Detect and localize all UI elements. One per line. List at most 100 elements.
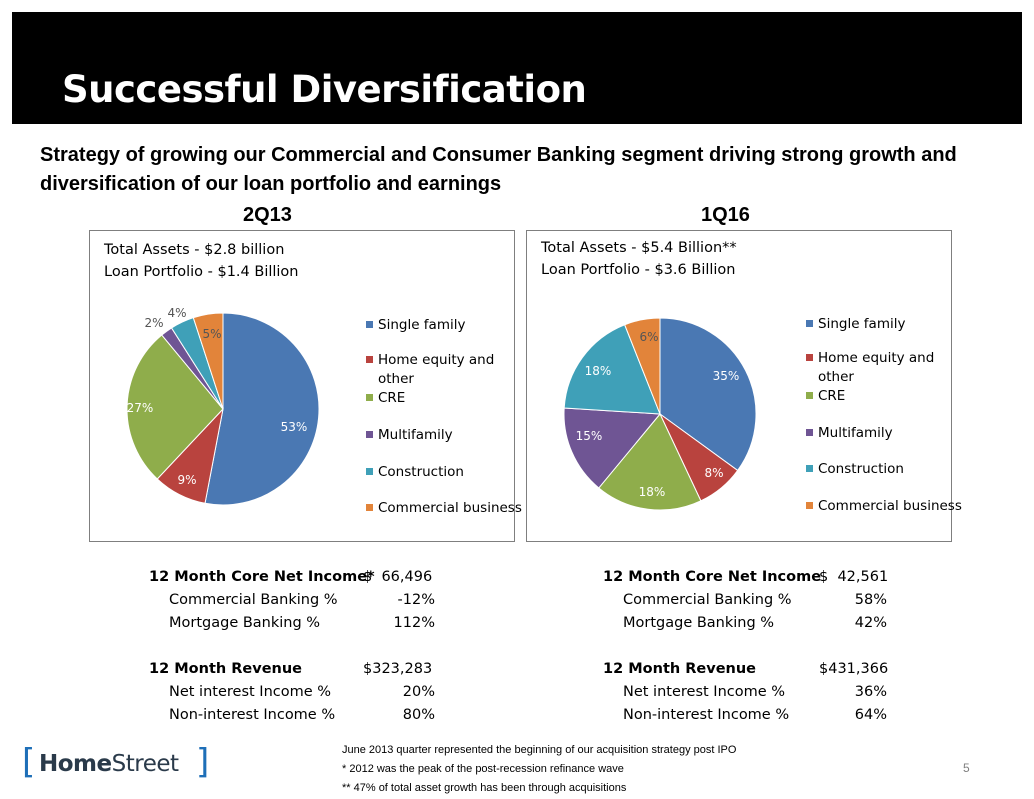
metric-row: 12 Month Core Net Income* $ 66,496 bbox=[149, 566, 439, 589]
pie-slice-single-family bbox=[659, 317, 757, 472]
legend-item: Construction bbox=[806, 460, 968, 479]
metric-value: $ 42,561 bbox=[819, 569, 889, 585]
metric-value: $323,283 bbox=[363, 661, 433, 677]
pie-slice-commercial-business bbox=[192, 312, 224, 410]
slice-data-label: 35% bbox=[713, 369, 740, 383]
legend-label: CRE bbox=[378, 390, 406, 406]
metric-label: Non-interest Income % bbox=[169, 707, 336, 723]
period-label-right: 1Q16 bbox=[701, 204, 750, 226]
pie-slice-construction bbox=[563, 324, 661, 415]
slice-data-label: 5% bbox=[202, 327, 221, 341]
legend-swatch bbox=[806, 502, 813, 509]
legend-item: Construction bbox=[366, 463, 528, 482]
legend-label: Construction bbox=[378, 464, 464, 480]
subtitle: Strategy of growing our Commercial and C… bbox=[40, 144, 957, 195]
metric-row: Mortgage Banking % 42% bbox=[603, 612, 893, 635]
legend-label: CRE bbox=[818, 388, 846, 404]
metric-label: Non-interest Income % bbox=[623, 707, 790, 723]
legend-swatch bbox=[806, 320, 813, 327]
metric-row: Commercial Banking % -12% bbox=[149, 589, 439, 612]
metric-label: Mortgage Banking % bbox=[169, 615, 321, 631]
metric-label: Mortgage Banking % bbox=[623, 615, 775, 631]
slice-data-label: 2% bbox=[144, 316, 163, 330]
metric-label: Net interest Income % bbox=[623, 684, 786, 700]
pie-slice-cre bbox=[126, 334, 224, 480]
slice-data-label: 53% bbox=[281, 420, 308, 434]
legend-swatch bbox=[366, 468, 373, 475]
metric-label: Commercial Banking % bbox=[169, 592, 338, 608]
legend-item: Commercial business bbox=[806, 497, 968, 516]
metric-row: Net interest Income % 36% bbox=[603, 681, 893, 704]
metric-value: $431,366 bbox=[819, 661, 889, 677]
legend-item: Multifamily bbox=[366, 426, 528, 445]
metric-label: 12 Month Core Net Income bbox=[603, 569, 822, 585]
legend-label: Construction bbox=[818, 461, 904, 477]
metrics-table-right: 12 Month Core Net Income $ 42,561 Commerci… bbox=[603, 566, 893, 727]
metric-value: 80% bbox=[402, 707, 435, 723]
legend-swatch bbox=[366, 431, 373, 438]
metric-label: Commercial Banking % bbox=[623, 592, 792, 608]
logo-bracket-right: ] bbox=[196, 742, 210, 782]
metric-value: 58% bbox=[854, 592, 887, 608]
legend-item: Commercial business bbox=[366, 499, 528, 518]
metric-row: Commercial Banking % 58% bbox=[603, 589, 893, 612]
legend-swatch bbox=[366, 504, 373, 511]
logo-bracket-left: [ bbox=[22, 742, 36, 782]
logo-wordmark: HomeStreet bbox=[39, 751, 179, 777]
metric-row: Net interest Income % 20% bbox=[149, 681, 439, 704]
metric-value: $ 66,496 bbox=[363, 569, 433, 585]
legend-label: Single family bbox=[818, 316, 906, 332]
legend-item: CRE bbox=[806, 387, 968, 406]
homestreet-logo: [ HomeStreet ] bbox=[22, 745, 212, 779]
legend-swatch bbox=[366, 394, 373, 401]
legend-label: Commercial business bbox=[818, 498, 962, 514]
loan-portfolio-line: Loan Portfolio - $1.4 Billion bbox=[104, 264, 299, 280]
metric-label: 12 Month Revenue bbox=[149, 661, 303, 677]
metric-value: 36% bbox=[854, 684, 887, 700]
legend-label: Commercial business bbox=[378, 500, 522, 516]
slice-data-label: 6% bbox=[639, 330, 658, 344]
metric-label: Net interest Income % bbox=[169, 684, 332, 700]
total-assets-line: Total Assets - $5.4 Billion** bbox=[541, 240, 737, 256]
metric-value: 64% bbox=[854, 707, 887, 723]
legend-swatch bbox=[806, 465, 813, 472]
slice-data-label: 4% bbox=[167, 306, 186, 320]
legend-label: Single family bbox=[378, 317, 466, 333]
metric-row: Non-interest Income % 80% bbox=[149, 704, 439, 727]
legend-label: Multifamily bbox=[818, 425, 893, 441]
pie-chart-1q16: 35% 8% 18% 15% 18% 6% Total Assets - $5.4 Bil… bbox=[526, 230, 962, 542]
metric-row: 12 Month Revenue $431,366 bbox=[603, 658, 893, 681]
metric-row: 12 Month Core Net Income $ 42,561 bbox=[603, 566, 893, 589]
page-title: Successful Diversification bbox=[62, 68, 587, 111]
pie-slice-cre bbox=[598, 413, 702, 511]
legend-swatch bbox=[806, 392, 813, 399]
footnotes: June 2013 quarter represented the beginn… bbox=[342, 741, 736, 798]
page-number: 5 bbox=[963, 761, 970, 775]
metrics-table-left: 12 Month Core Net Income* $ 66,496 Commerc… bbox=[149, 566, 439, 727]
pie-chart-2q13: 53% 9% 27% 2% 4% 5% Total Assets - $2.8 billi… bbox=[89, 230, 522, 542]
legend-label: Home equity and other bbox=[818, 350, 935, 385]
legend-item: Multifamily bbox=[806, 424, 968, 443]
pie-slice-single-family bbox=[204, 312, 320, 506]
legend-swatch bbox=[366, 321, 373, 328]
footnote: ** 47% of total asset growth has been th… bbox=[342, 782, 627, 794]
chart-header: Total Assets - $2.8 billion Loan Portfol… bbox=[104, 239, 299, 283]
pie-slice-multifamily bbox=[563, 407, 662, 489]
logo-word-street: Street bbox=[111, 751, 179, 777]
legend-item: Home equity and other bbox=[366, 351, 528, 389]
footnote: June 2013 quarter represented the beginn… bbox=[342, 744, 737, 756]
legend-swatch bbox=[806, 354, 813, 361]
metric-value: 20% bbox=[402, 684, 435, 700]
loan-portfolio-line: Loan Portfolio - $3.6 Billion bbox=[541, 262, 736, 278]
legend-swatch bbox=[366, 356, 373, 363]
metric-value: 42% bbox=[854, 615, 887, 631]
legend-item: Single family bbox=[366, 316, 528, 335]
legend-item: Home equity and other bbox=[806, 349, 968, 387]
slice-data-label: 27% bbox=[127, 401, 154, 415]
slice-data-label: 8% bbox=[704, 466, 723, 480]
metric-label: 12 Month Core Net Income* bbox=[149, 569, 375, 585]
footnote: * 2012 was the peak of the post-recessio… bbox=[342, 763, 624, 775]
metric-label: 12 Month Revenue bbox=[603, 661, 757, 677]
legend-swatch bbox=[806, 429, 813, 436]
metric-value: 112% bbox=[393, 615, 435, 631]
